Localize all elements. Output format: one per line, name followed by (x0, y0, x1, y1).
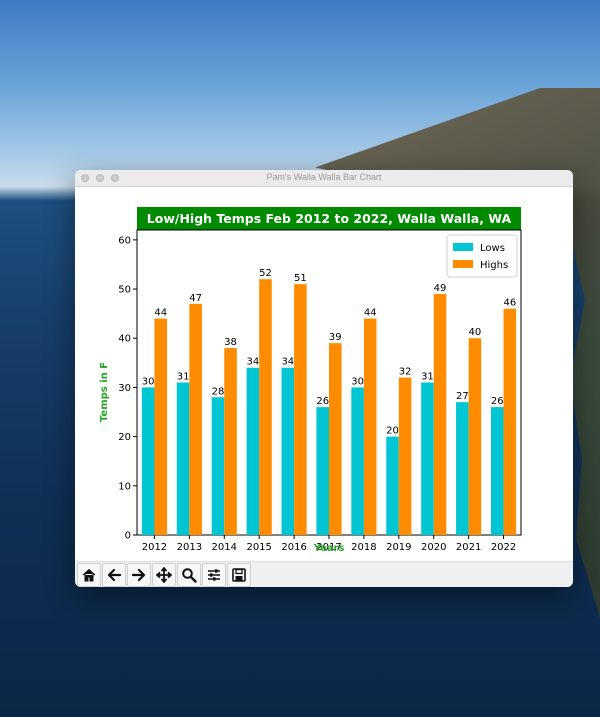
data-label: 44 (154, 308, 167, 319)
chart-title-background (137, 207, 521, 230)
bar-highs-2013 (189, 303, 202, 535)
bar-lows-2020 (421, 382, 434, 535)
bar-lows-2014 (211, 397, 225, 535)
bar-lows-2018 (351, 387, 364, 535)
x-tick-label: 2012 (142, 542, 167, 553)
legend-swatch (453, 243, 473, 251)
back-arrow-icon (107, 568, 122, 582)
y-tick-label: 20 (118, 432, 131, 443)
bar-highs-2016 (294, 284, 307, 535)
x-tick-label: 2013 (177, 542, 202, 553)
data-labels-group: 30 44 31 47 28 38 34 52 34 51 26 39 30 44 20 32 31 49 27 40… (142, 268, 516, 436)
home-button[interactable] (77, 563, 101, 587)
zoom-magnifier-icon (182, 568, 197, 583)
data-label: 40 (469, 327, 482, 338)
zoom-magnifier-button[interactable] (177, 563, 201, 587)
data-label: 30 (351, 376, 364, 387)
save-disk-icon (232, 568, 246, 582)
data-label: 49 (434, 283, 447, 294)
window-titlebar[interactable]: Pam's Walla Walla Bar Chart (75, 170, 573, 187)
data-label: 28 (212, 386, 225, 397)
data-label: 39 (329, 332, 342, 343)
pan-move-button[interactable] (152, 563, 176, 587)
bar-lows-2022 (490, 407, 504, 535)
bar-lows-2021 (456, 402, 469, 535)
data-label: 32 (399, 367, 412, 378)
bar-lows-2012 (141, 387, 155, 535)
y-tick-label: 40 (118, 334, 131, 345)
bar-lows-2013 (176, 382, 190, 535)
bar-lows-2016 (281, 367, 295, 535)
data-label: 46 (503, 298, 516, 309)
bar-highs-2017 (329, 343, 342, 535)
x-tick-label: 2019 (386, 542, 411, 553)
bar-highs-2018 (363, 318, 377, 535)
configure-sliders-icon (208, 569, 220, 581)
chart-window: Pam's Walla Walla Bar Chart Low/High Tem… (75, 170, 573, 587)
data-label: 38 (224, 337, 237, 348)
bars-group (141, 279, 517, 535)
data-label: 31 (421, 372, 434, 383)
y-tick-label: 30 (118, 383, 131, 394)
y-tick-label: 50 (118, 285, 131, 296)
x-tick-label: 2018 (351, 542, 376, 553)
x-tick-label: 2021 (456, 542, 481, 553)
pan-move-icon (156, 567, 172, 583)
data-label: 34 (247, 357, 260, 368)
bar-lows-2019 (386, 436, 399, 535)
home-icon (82, 568, 96, 582)
bar-chart: Low/High Temps Feb 2012 to 2022, Walla W… (99, 207, 522, 554)
chart-title: Low/High Temps Feb 2012 to 2022, Walla W… (147, 211, 512, 226)
data-label: 20 (386, 426, 399, 437)
data-label: 26 (491, 396, 504, 407)
navigation-toolbar (75, 561, 573, 587)
minimize-window-button[interactable] (96, 174, 104, 182)
x-axis-label: Years (313, 543, 345, 554)
forward-arrow-button[interactable] (127, 563, 151, 587)
x-tick-label: 2017 (316, 542, 341, 553)
bar-highs-2019 (398, 377, 412, 535)
legend: Lows Highs (446, 234, 518, 278)
bar-highs-2020 (433, 293, 447, 535)
close-window-button[interactable] (81, 174, 89, 182)
bar-highs-2015 (259, 279, 272, 535)
bar-highs-2021 (468, 338, 482, 535)
plot-area: Low/High Temps Feb 2012 to 2022, Walla W… (75, 187, 573, 562)
y-tick-label: 0 (125, 531, 131, 542)
y-axis-label: Temps in F (99, 362, 110, 422)
data-label: 51 (294, 273, 307, 284)
x-tick-label: 2014 (212, 542, 237, 553)
x-tick-label: 2020 (421, 542, 446, 553)
window-title: Pam's Walla Walla Bar Chart (266, 172, 382, 182)
legend-swatch (453, 260, 473, 268)
data-label: 30 (142, 376, 155, 387)
bar-highs-2014 (224, 348, 237, 535)
y-tick-label: 10 (118, 481, 131, 492)
axes-group: 0 10 20 30 40 50 60 2012 2013 2014 2015 2016 2017 201… (118, 229, 522, 553)
zoom-window-button[interactable] (111, 174, 119, 182)
data-label: 26 (316, 396, 329, 407)
bar-lows-2015 (246, 367, 260, 535)
x-tick-label: 2015 (246, 542, 271, 553)
legend-label: Highs (480, 260, 508, 271)
data-label: 31 (177, 372, 190, 383)
x-tick-label: 2022 (491, 542, 516, 553)
bar-highs-2012 (154, 318, 168, 535)
bar-highs-2022 (503, 308, 517, 535)
legend-label: Lows (480, 243, 505, 254)
forward-arrow-icon (131, 568, 146, 582)
x-tick-label: 2016 (281, 542, 306, 553)
y-tick-label: 60 (118, 235, 131, 246)
bar-lows-2017 (316, 407, 329, 535)
configure-sliders-button[interactable] (202, 563, 226, 587)
data-label: 27 (456, 391, 469, 402)
data-label: 44 (364, 308, 377, 319)
data-label: 52 (259, 268, 272, 279)
back-arrow-button[interactable] (102, 563, 126, 587)
data-label: 34 (281, 357, 294, 368)
data-label: 47 (189, 293, 202, 304)
save-disk-button[interactable] (227, 563, 251, 587)
